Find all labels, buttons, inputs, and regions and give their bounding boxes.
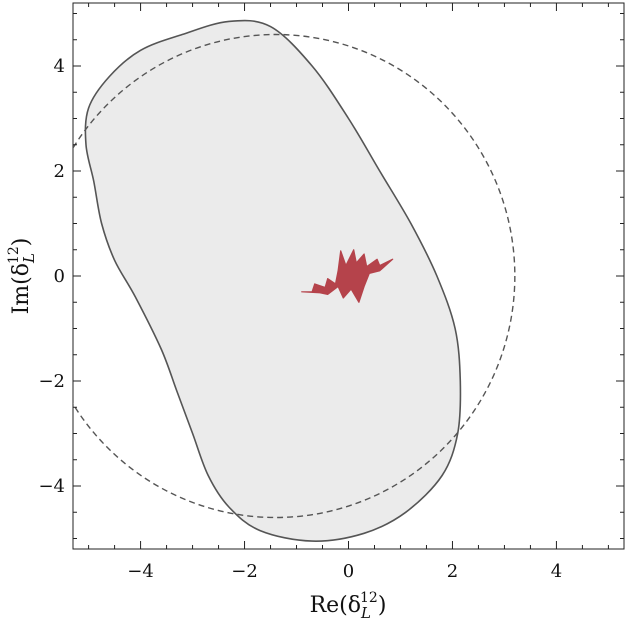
x-tick-label: −4 <box>127 561 154 582</box>
x-tick-label: 2 <box>447 561 458 582</box>
y-tick-label: 2 <box>54 161 65 182</box>
allowed-region <box>84 19 462 542</box>
x-axis-label: Re(δL12) <box>310 590 387 622</box>
y-tick-label: 0 <box>54 266 65 287</box>
central-core-region <box>301 249 394 303</box>
x-tick-label: −2 <box>231 561 258 582</box>
y-tick-label: 4 <box>54 56 65 77</box>
x-tick-label: 4 <box>551 561 562 582</box>
y-axis-label: Im(δL12) <box>6 238 38 315</box>
y-tick-label: −4 <box>38 476 65 497</box>
dashed-circle-boundary <box>73 33 516 519</box>
y-tick-label: −2 <box>38 371 65 392</box>
x-tick-label: 0 <box>343 561 354 582</box>
